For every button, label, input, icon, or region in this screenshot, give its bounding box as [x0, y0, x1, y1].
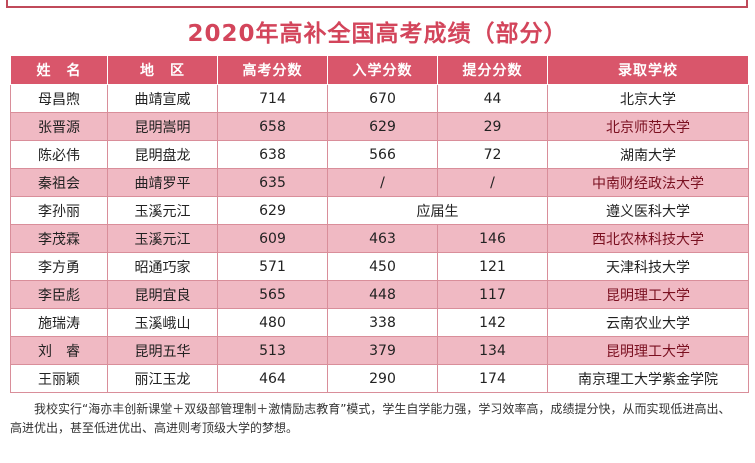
cell-admitted-school: 北京大学	[547, 84, 749, 113]
table-header-row: 姓 名 地 区 高考分数 入学分数 提分分数 录取学校	[10, 55, 749, 85]
cell-score-gain: 117	[437, 280, 548, 309]
top-frame-border	[6, 0, 748, 8]
cell-score-gain: 72	[437, 140, 548, 169]
table-row: 李臣彪 昆明宜良 565 448 117 昆明理工大学	[10, 280, 749, 309]
cell-entry-score: 670	[327, 84, 438, 113]
cell-admitted-school: 中南财经政法大学	[547, 168, 749, 197]
header-admitted-school: 录取学校	[547, 55, 749, 85]
table-row: 王丽颖 丽江玉龙 464 290 174 南京理工大学紫金学院	[10, 364, 749, 393]
cell-entry-score: 450	[327, 252, 438, 281]
table-row: 李茂霖 玉溪元江 609 463 146 西北农林科技大学	[10, 224, 749, 253]
cell-admitted-school: 云南农业大学	[547, 308, 749, 337]
cell-entry-score: /	[327, 168, 438, 197]
cell-entry-score: 338	[327, 308, 438, 337]
cell-gaokao-score: 638	[217, 140, 328, 169]
cell-admitted-school: 湖南大学	[547, 140, 749, 169]
cell-region: 曲靖宣威	[107, 84, 218, 113]
cell-name: 李臣彪	[10, 280, 108, 309]
cell-region: 玉溪峨山	[107, 308, 218, 337]
cell-entry-score: 629	[327, 112, 438, 141]
cell-region: 昆明五华	[107, 336, 218, 365]
cell-score-gain: 121	[437, 252, 548, 281]
cell-score-gain: 142	[437, 308, 548, 337]
table-row: 李方勇 昭通巧家 571 450 121 天津科技大学	[10, 252, 749, 281]
cell-entry-score: 566	[327, 140, 438, 169]
cell-entry-score: 463	[327, 224, 438, 253]
cell-admitted-school: 北京师范大学	[547, 112, 749, 141]
cell-gaokao-score: 565	[217, 280, 328, 309]
cell-gaokao-score: 629	[217, 196, 328, 225]
cell-merged-status: 应届生	[327, 196, 548, 225]
table-row: 秦祖会 曲靖罗平 635// 中南财经政法大学	[10, 168, 749, 197]
cell-region: 昆明宜良	[107, 280, 218, 309]
school-description-note: 我校实行“海亦丰创新课堂＋双级部管理制＋激情励志教育”模式，学生自学能力强，学习…	[10, 402, 731, 435]
table-row: 母昌煦 曲靖宣威 714 670 44 北京大学	[10, 84, 749, 113]
scores-table: 姓 名 地 区 高考分数 入学分数 提分分数 录取学校 母昌煦 曲靖宣威 714 67…	[10, 55, 749, 393]
table-row: 李孙丽 玉溪元江 629 应届生 遵义医科大学	[10, 196, 749, 225]
header-name: 姓 名	[10, 55, 108, 85]
cell-gaokao-score: 480	[217, 308, 328, 337]
cell-name: 秦祖会	[10, 168, 108, 197]
cell-admitted-school: 遵义医科大学	[547, 196, 749, 225]
cell-admitted-school: 昆明理工大学	[547, 280, 749, 309]
cell-name: 李孙丽	[10, 196, 108, 225]
cell-score-gain: 44	[437, 84, 548, 113]
table-row: 陈必伟 昆明盘龙 638 566 72 湖南大学	[10, 140, 749, 169]
cell-region: 玉溪元江	[107, 224, 218, 253]
cell-name: 刘 睿	[10, 336, 108, 365]
cell-name: 张晋源	[10, 112, 108, 141]
cell-score-gain: 174	[437, 364, 548, 393]
cell-name: 李方勇	[10, 252, 108, 281]
header-region: 地 区	[107, 55, 218, 85]
cell-name: 施瑞涛	[10, 308, 108, 337]
cell-region: 昆明嵩明	[107, 112, 218, 141]
cell-entry-score: 379	[327, 336, 438, 365]
cell-admitted-school: 昆明理工大学	[547, 336, 749, 365]
cell-region: 昆明盘龙	[107, 140, 218, 169]
header-score-gain: 提分分数	[437, 55, 548, 85]
cell-gaokao-score: 635	[217, 168, 328, 197]
cell-name: 陈必伟	[10, 140, 108, 169]
table-row: 张晋源 昆明嵩明 658 629 29 北京师范大学	[10, 112, 749, 141]
cell-region: 曲靖罗平	[107, 168, 218, 197]
cell-region: 昭通巧家	[107, 252, 218, 281]
cell-region: 丽江玉龙	[107, 364, 218, 393]
cell-score-gain: /	[437, 168, 548, 197]
cell-gaokao-score: 464	[217, 364, 328, 393]
cell-region: 玉溪元江	[107, 196, 218, 225]
cell-admitted-school: 天津科技大学	[547, 252, 749, 281]
page-title: 2020年高补全国高考成绩（部分）	[187, 21, 568, 47]
cell-score-gain: 146	[437, 224, 548, 253]
cell-gaokao-score: 658	[217, 112, 328, 141]
cell-gaokao-score: 513	[217, 336, 328, 365]
cell-name: 李茂霖	[10, 224, 108, 253]
header-gaokao-score: 高考分数	[217, 55, 328, 85]
cell-admitted-school: 南京理工大学紫金学院	[547, 364, 749, 393]
header-entry-score: 入学分数	[327, 55, 438, 85]
cell-name: 母昌煦	[10, 84, 108, 113]
cell-gaokao-score: 571	[217, 252, 328, 281]
cell-gaokao-score: 609	[217, 224, 328, 253]
cell-entry-score: 290	[327, 364, 438, 393]
cell-name: 王丽颖	[10, 364, 108, 393]
cell-entry-score: 448	[327, 280, 438, 309]
table-row: 刘 睿昆明五华 513 379 134 昆明理工大学	[10, 336, 749, 365]
cell-admitted-school: 西北农林科技大学	[547, 224, 749, 253]
cell-score-gain: 29	[437, 112, 548, 141]
table-row: 施瑞涛 玉溪峨山 480 338 142 云南农业大学	[10, 308, 749, 337]
cell-gaokao-score: 714	[217, 84, 328, 113]
cell-score-gain: 134	[437, 336, 548, 365]
